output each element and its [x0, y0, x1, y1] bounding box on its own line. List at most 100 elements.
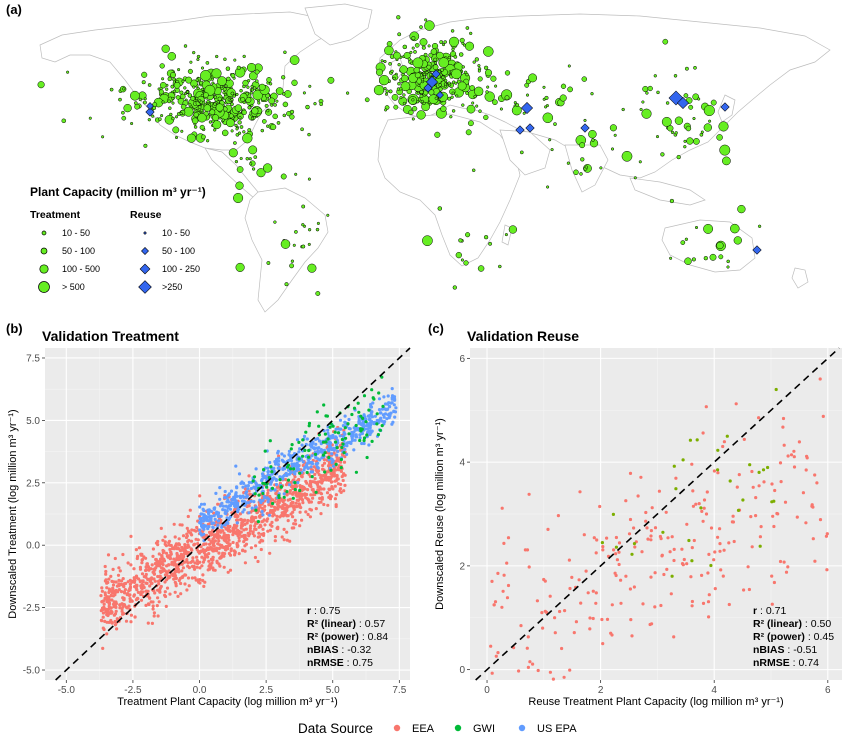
data-point-us-epa	[246, 487, 250, 491]
data-point-eea	[824, 534, 829, 538]
data-point-us-epa	[390, 394, 395, 398]
treatment-plant-marker	[439, 40, 444, 45]
data-point-eea	[294, 493, 298, 497]
x-tick-label: 6	[825, 685, 831, 696]
y-tick-label: 6	[459, 354, 465, 365]
data-point-eea	[702, 498, 707, 502]
data-point-eea	[259, 524, 263, 529]
data-point-eea	[121, 577, 125, 581]
treatment-plant-marker	[590, 92, 594, 96]
data-point-us-epa	[388, 405, 392, 409]
data-point-eea	[133, 615, 137, 619]
data-point-gwi	[297, 457, 301, 461]
stat-line: r : 0.71	[753, 605, 786, 617]
data-point-eea	[158, 589, 162, 594]
treatment-plant-marker	[433, 57, 438, 62]
treatment-plant-marker	[655, 135, 660, 139]
treatment-plant-marker	[458, 52, 464, 57]
data-point-eea	[312, 465, 316, 469]
data-point-eea	[293, 518, 297, 523]
data-point-us-epa	[209, 514, 214, 518]
data-point-us-epa	[365, 427, 370, 431]
data-point-gwi	[600, 541, 605, 545]
data-point-eea	[298, 510, 302, 514]
data-point-eea	[792, 455, 796, 459]
data-point-us-epa	[368, 417, 372, 421]
data-point-eea	[217, 546, 221, 551]
data-point-eea	[770, 602, 774, 606]
data-point-us-epa	[393, 410, 398, 414]
treatment-plant-marker	[230, 129, 234, 133]
x-tick-label: -5.0	[58, 685, 76, 696]
data-point-us-epa	[246, 484, 250, 488]
data-point-eea	[100, 586, 104, 590]
treatment-plant-marker	[301, 244, 306, 249]
data-point-eea	[144, 589, 148, 593]
data-point-eea	[285, 514, 289, 518]
treatment-plant-marker	[726, 259, 730, 264]
data-point-eea	[658, 534, 663, 539]
data-point-eea	[691, 489, 695, 493]
data-point-eea	[709, 526, 714, 530]
treatment-plant-marker	[609, 124, 617, 132]
data-point-eea	[548, 670, 553, 674]
data-point-eea	[237, 536, 241, 540]
data-point-us-epa	[295, 461, 299, 465]
data-point-eea	[612, 548, 616, 552]
data-point-gwi	[291, 496, 295, 500]
data-point-us-epa	[315, 446, 319, 450]
treatment-plant-marker	[222, 87, 227, 92]
treatment-plant-marker	[427, 44, 431, 48]
treatment-plant-marker	[457, 81, 467, 91]
data-point-eea	[207, 537, 211, 542]
treatment-plant-marker	[236, 65, 241, 70]
data-point-eea	[209, 533, 213, 537]
data-point-eea	[721, 444, 725, 449]
data-point-us-epa	[289, 471, 293, 475]
data-point-us-epa	[338, 427, 342, 431]
data-point-eea	[168, 574, 172, 578]
treatment-plant-marker	[486, 85, 490, 89]
data-point-gwi	[350, 412, 354, 417]
data-point-us-epa	[387, 416, 391, 420]
data-point-eea	[630, 634, 634, 638]
treatment-plant-marker	[143, 143, 148, 148]
data-point-eea	[209, 566, 213, 570]
treatment-plant-marker	[241, 109, 247, 116]
data-point-eea	[269, 504, 274, 508]
data-point-us-epa	[326, 428, 330, 432]
y-tick-label: 2	[459, 561, 465, 572]
treatment-plant-marker	[474, 57, 479, 62]
data-point-us-epa	[199, 522, 203, 526]
data-point-gwi	[695, 438, 699, 442]
data-point-eea	[195, 559, 199, 563]
data-point-eea	[721, 574, 725, 578]
data-point-us-epa	[234, 464, 238, 468]
data-point-eea	[183, 582, 187, 586]
data-point-gwi	[262, 468, 266, 472]
data-point-eea	[644, 519, 648, 523]
data-point-us-epa	[271, 476, 275, 480]
treatment-plant-marker	[465, 129, 472, 136]
treatment-plant-marker	[684, 257, 692, 265]
treatment-plant-marker	[210, 105, 214, 109]
treatment-plant-marker	[385, 89, 389, 93]
treatment-plant-marker	[248, 71, 258, 81]
data-point-eea	[727, 541, 731, 545]
data-point-gwi	[758, 544, 762, 548]
data-point-eea	[292, 526, 296, 530]
data-point-eea	[318, 496, 322, 500]
treatment-plant-marker	[308, 84, 312, 88]
treatment-plant-marker	[256, 168, 266, 178]
data-point-us-epa	[359, 422, 363, 426]
data-point-eea	[315, 469, 319, 474]
data-point-eea	[614, 552, 618, 556]
data-point-eea	[285, 493, 289, 497]
data-point-eea	[260, 520, 264, 524]
data-point-eea	[174, 582, 178, 586]
treatment-plant-marker	[283, 50, 287, 55]
data-point-eea	[535, 599, 540, 603]
treatment-plant-marker	[413, 50, 417, 54]
data-point-us-epa	[220, 501, 224, 505]
